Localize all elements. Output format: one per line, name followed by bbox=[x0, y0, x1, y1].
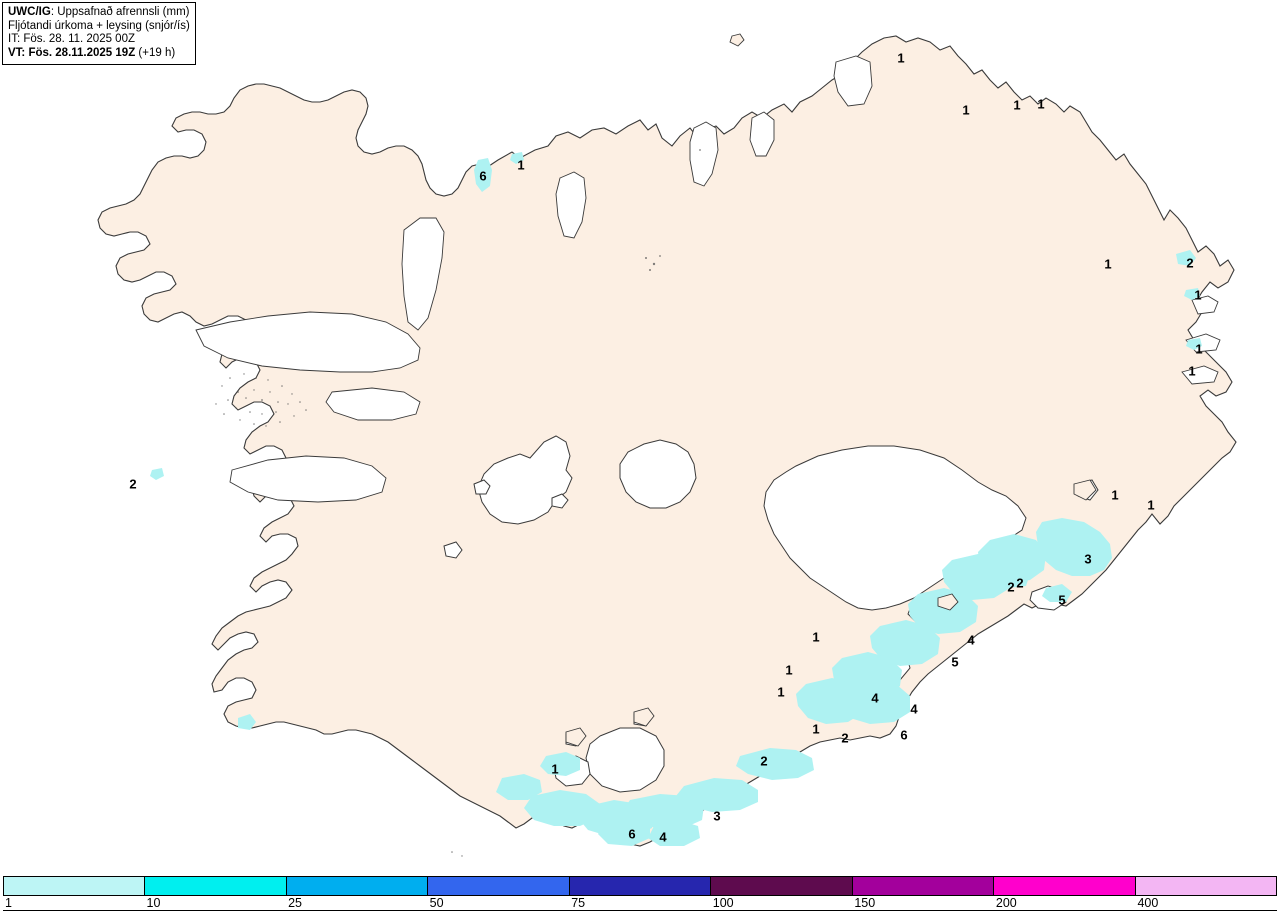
island-papey bbox=[1073, 479, 1097, 501]
map-value-label: 1 bbox=[517, 157, 525, 173]
map-value-label: 1 bbox=[777, 684, 785, 700]
colorbar-tick-200: 200 bbox=[995, 896, 1017, 910]
colorbar-tick-150: 150 bbox=[854, 896, 876, 910]
colorbar-tick-400: 400 bbox=[1137, 896, 1159, 910]
offshore-islands bbox=[565, 33, 1097, 747]
map-value-label: 1 bbox=[1037, 96, 1045, 112]
map-value-label: 6 bbox=[900, 727, 908, 743]
colorbar-segment-100 bbox=[710, 877, 852, 895]
colorbar-tick-50: 50 bbox=[429, 896, 444, 910]
iceland-map-svg bbox=[97, 33, 1237, 857]
map-value-label: 2 bbox=[1007, 579, 1015, 595]
glacier-small-2 bbox=[443, 541, 463, 559]
colorbar-tick-75: 75 bbox=[571, 896, 586, 910]
map-value-label: 1 bbox=[1188, 363, 1196, 379]
map-value-label: 1 bbox=[1013, 97, 1021, 113]
glacier-vatnajokull bbox=[763, 445, 1027, 611]
map-value-label: 3 bbox=[713, 808, 721, 824]
colorbar-ticks: 1 10 25 50 75 100 150 200 400 bbox=[3, 896, 1277, 910]
fjord-cutouts bbox=[195, 55, 1221, 503]
info-valid-time: VT: Fös. 28.11.2025 19Z bbox=[8, 46, 136, 59]
map-value-label: 2 bbox=[1016, 575, 1024, 591]
map-value-label: 4 bbox=[871, 690, 879, 706]
colorbar-segment-75 bbox=[568, 877, 711, 895]
precip-shading bbox=[150, 152, 1202, 846]
map-value-label: 4 bbox=[659, 829, 667, 845]
info-parameter: : Uppsafnað afrennsli (mm) bbox=[50, 6, 190, 18]
colorbar-tick-1: 1 bbox=[5, 896, 12, 910]
info-init-time: IT: Fös. 28. 11. 2025 00Z bbox=[8, 33, 135, 46]
map-value-label: 3 bbox=[1084, 551, 1092, 567]
map-value-label: 1 bbox=[1147, 497, 1155, 513]
info-line-4: VT: Fös. 28.11.2025 19Z (+19 h) bbox=[8, 47, 190, 61]
map-value-label: 1 bbox=[1111, 487, 1119, 503]
colorbar-tick-25: 25 bbox=[288, 896, 303, 910]
colorbar-segment-25 bbox=[285, 877, 428, 895]
map-value-label: 2 bbox=[841, 730, 849, 746]
island-vestmannaeyjar-2 bbox=[565, 727, 587, 747]
map-value-label: 1 bbox=[551, 761, 559, 777]
map-info-box: UWC/IG: Uppsafnað afrennsli (mm) Fljótan… bbox=[2, 2, 196, 66]
colorbar-segment-10 bbox=[144, 877, 286, 895]
map-value-label: 5 bbox=[951, 654, 959, 670]
terrain-texture bbox=[215, 39, 733, 857]
map-value-label: 1 bbox=[812, 721, 820, 737]
colorbar-legend: 1 10 25 50 75 100 150 200 400 bbox=[0, 870, 1280, 911]
map-value-label: 1 bbox=[897, 50, 905, 66]
info-line-1: UWC/IG: Uppsafnað afrennsli (mm) bbox=[8, 6, 190, 20]
map-value-label: 1 bbox=[812, 629, 820, 645]
colorbar-tick-100: 100 bbox=[712, 896, 734, 910]
map-value-label: 1 bbox=[1195, 341, 1203, 357]
map-value-label: 4 bbox=[967, 632, 975, 648]
glacier-small-3 bbox=[551, 493, 569, 509]
iceland-landmass bbox=[97, 35, 1237, 847]
map-value-label: 6 bbox=[479, 168, 487, 184]
island-vestmannaeyjar-1 bbox=[633, 707, 655, 727]
map-value-label: 6 bbox=[628, 826, 636, 842]
colorbar-segment-400 bbox=[1134, 877, 1276, 895]
island-grimsey bbox=[729, 33, 745, 47]
colorbar bbox=[3, 876, 1277, 896]
colorbar-segment-1 bbox=[4, 877, 145, 895]
map-value-label: 4 bbox=[910, 701, 918, 717]
map-value-label: 5 bbox=[1058, 592, 1066, 608]
info-lead-time: (+19 h) bbox=[135, 46, 176, 59]
glacier-small-1 bbox=[473, 479, 491, 495]
info-model-code: UWC/IG bbox=[8, 6, 51, 18]
map-value-label: 2 bbox=[129, 476, 137, 492]
glacier-hofsjokull bbox=[619, 439, 697, 509]
map-value-label: 1 bbox=[1104, 256, 1112, 272]
colorbar-segment-50 bbox=[427, 877, 569, 895]
colorbar-segment-200 bbox=[993, 877, 1135, 895]
island-hrollaugseyjar bbox=[937, 593, 959, 611]
map-value-label: 2 bbox=[1186, 255, 1194, 271]
map-value-label: 1 bbox=[1194, 287, 1202, 303]
glacier-myrdalsjokull bbox=[585, 727, 665, 793]
map-value-label: 1 bbox=[962, 102, 970, 118]
map-value-label: 1 bbox=[785, 662, 793, 678]
colorbar-segment-150 bbox=[851, 877, 994, 895]
info-line-2: Fljótandi úrkoma + leysing (snjór/ís) bbox=[8, 19, 190, 32]
glacier-langjokull bbox=[477, 435, 573, 525]
map-value-label: 2 bbox=[760, 753, 768, 769]
colorbar-tick-10: 10 bbox=[146, 896, 161, 910]
